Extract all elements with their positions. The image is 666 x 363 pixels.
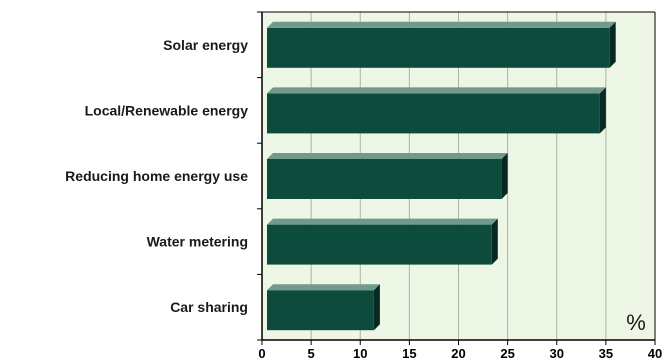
tick-labels: 0 5 10 15 20 25 30 35 40 [258,346,662,361]
bars [267,21,616,331]
unit-label: % [626,310,646,335]
bar-side [373,284,380,331]
category-label: Solar energy [163,37,248,53]
x-tick-label: 30 [550,346,564,361]
x-tick-label: 5 [308,346,315,361]
category-label: Reducing home energy use [65,168,248,184]
bar-face [267,224,492,265]
x-tick-label: 25 [500,346,514,361]
bar [267,284,380,331]
bar-top [267,153,508,159]
x-tick-label: 10 [353,346,367,361]
x-tick-label: 15 [402,346,416,361]
bar-face [267,93,600,134]
bar-face [267,159,502,199]
bar-side [609,21,616,68]
bar-side [599,87,606,134]
bar-face [267,27,610,68]
bar-top [267,284,380,291]
category-label: Water metering [147,234,248,250]
bar-face [267,290,374,331]
bar [267,21,616,68]
bar [267,153,508,199]
x-tick-label: 40 [648,346,662,361]
axes [257,11,656,345]
category-labels: Solar energy Local/Renewable energy Reduci… [65,37,248,315]
bar-side [491,218,498,265]
bar [267,218,498,265]
bar-top [267,218,498,225]
x-tick-label: 35 [599,346,613,361]
x-tick-label: 20 [451,346,465,361]
category-label: Local/Renewable energy [85,102,249,118]
bar-top [267,87,606,94]
category-label: Car sharing [170,299,248,315]
bar-top [267,21,616,28]
bar [267,87,606,134]
x-tick-label: 0 [258,346,265,361]
bar-side [501,153,508,199]
